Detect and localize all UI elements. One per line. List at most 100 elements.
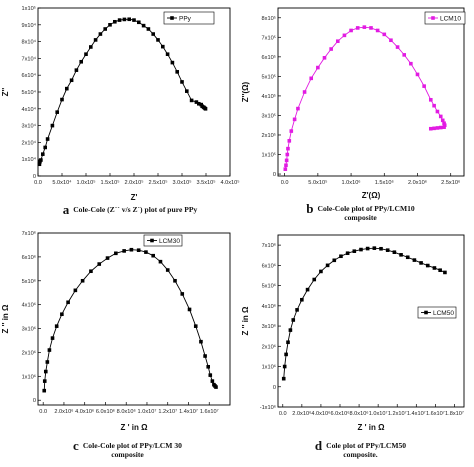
x-tick-label: 2.5x10⁵ xyxy=(148,179,167,186)
data-point xyxy=(203,354,207,358)
data-point xyxy=(443,270,447,275)
data-point xyxy=(405,255,410,260)
data-point xyxy=(65,86,69,91)
y-tick-label: 4x10⁴ xyxy=(21,106,36,113)
data-point xyxy=(359,247,363,252)
y-axis-label: Z'' xyxy=(1,88,10,97)
data-point xyxy=(161,44,165,49)
data-point xyxy=(203,107,208,111)
data-point xyxy=(208,373,213,377)
series-line xyxy=(43,249,217,391)
x-tick-label: 2.5x10⁶ xyxy=(441,179,460,186)
x-tick-label: 5.0x10⁴ xyxy=(52,179,72,186)
y-tick-label: 7x10⁵ xyxy=(262,34,276,41)
y-tick-label: 2x10⁶ xyxy=(22,349,36,356)
data-point xyxy=(194,100,199,104)
data-point xyxy=(295,308,299,312)
legend-box xyxy=(417,306,457,319)
y-tick-label: 2x10⁶ xyxy=(262,343,276,350)
data-point xyxy=(284,163,288,168)
x-tick-label: 1.0x10⁵ xyxy=(76,179,95,186)
data-point xyxy=(412,258,417,262)
data-point xyxy=(345,251,350,256)
data-point xyxy=(442,121,446,126)
x-tick-label: 1.0x10⁶ xyxy=(342,179,361,186)
chart-b-svg: 0.0 5.0x10⁵ 1.0x10⁶ 1.5x10⁶ 2.0x10⁶ 2.5x10⁶ 0 1… xyxy=(241,7,466,200)
data-point xyxy=(305,287,310,292)
chart-d-svg: 0.0 2.0x10⁶ 4.0x10⁶ 6.0x10⁶ 8.0x10⁶ 1.0x10⁷ 1.… xyxy=(241,234,465,432)
caption-b-line2: composite xyxy=(344,213,377,222)
data-point xyxy=(379,246,383,251)
data-point xyxy=(352,249,357,253)
y-tick-label: 2x10⁵ xyxy=(262,132,276,139)
y-tick-label: 1x10⁵ xyxy=(22,5,36,12)
legend-label: LCM10 xyxy=(440,15,461,22)
data-point xyxy=(199,339,203,344)
data-point xyxy=(389,38,393,43)
data-point xyxy=(395,45,400,49)
y-axis-label: Z '' in Ω xyxy=(241,306,250,335)
series-line xyxy=(284,26,446,170)
data-point xyxy=(50,123,55,128)
data-point xyxy=(80,278,85,283)
x-tick-label: 4.0x10⁵ xyxy=(220,179,239,186)
data-point xyxy=(287,139,292,143)
y-tick-label: 7x10⁴ xyxy=(21,55,36,62)
data-point xyxy=(281,376,286,381)
caption-a-letter: a xyxy=(62,202,70,217)
data-point xyxy=(284,158,289,163)
data-point xyxy=(156,38,160,42)
data-point xyxy=(342,33,347,38)
data-point xyxy=(292,117,297,122)
x-axis-label: Z ' in Ω xyxy=(121,423,149,432)
chart-panel-d: 0.0 2.0x10⁶ 4.0x10⁶ 6.0x10⁶ 8.0x10⁶ 1.0x10⁷ 1.… xyxy=(240,225,474,437)
data-point xyxy=(132,18,136,22)
x-tick-label: 0.0 xyxy=(39,409,47,415)
data-point xyxy=(332,258,337,263)
data-point xyxy=(158,259,163,264)
caption-d-letter: d xyxy=(314,438,323,453)
caption-d-line1: Cole plot of PPy/LCM50 xyxy=(326,441,407,450)
caption-c-line2: composite xyxy=(111,450,144,459)
x-tick-label: 6.0x10⁶ xyxy=(330,410,349,417)
data-point xyxy=(54,324,59,328)
data-point xyxy=(428,98,433,102)
data-point xyxy=(302,90,307,94)
data-point xyxy=(286,340,290,345)
y-tick-label: 4x10⁵ xyxy=(262,93,276,100)
data-point xyxy=(432,103,436,108)
data-point xyxy=(442,125,446,129)
data-point xyxy=(74,68,79,72)
y-tick-label: 8x10⁵ xyxy=(262,15,276,22)
y-tick-label: 5x10⁶ xyxy=(262,283,276,290)
caption-c: c Cole-Cole plot of PPy/LCM 30 composite xyxy=(20,439,235,459)
x-tick-label: 0.0 xyxy=(281,180,289,186)
data-point xyxy=(210,379,215,383)
x-tick-label: 5.0x10⁵ xyxy=(308,179,327,186)
data-point xyxy=(47,348,52,352)
data-point xyxy=(141,23,146,28)
data-point xyxy=(286,146,290,151)
data-point xyxy=(432,126,436,131)
data-point xyxy=(372,246,377,250)
data-point xyxy=(187,307,192,312)
plot-frame xyxy=(37,232,231,406)
caption-b-letter: b xyxy=(306,201,314,216)
caption-c-line1: Cole-Cole plot of PPy/LCM 30 xyxy=(82,441,182,450)
data-point xyxy=(355,26,360,30)
caption-a: a Cole-Cole (Z´´ v/s Z´) plot of pure PPy xyxy=(20,202,240,217)
y-tick-label: 4x10⁶ xyxy=(262,303,276,310)
data-point xyxy=(84,52,88,56)
y-tick-label: 0 xyxy=(33,174,36,180)
data-point xyxy=(98,32,103,36)
y-tick-label: 3x10⁶ xyxy=(262,323,276,330)
y-tick-label: 6x10⁶ xyxy=(22,254,36,261)
data-point xyxy=(335,39,340,44)
y-tick-label: 5x10⁴ xyxy=(21,89,36,96)
data-point xyxy=(180,80,184,84)
data-point xyxy=(60,312,64,317)
data-point xyxy=(165,268,170,272)
data-point xyxy=(93,38,98,42)
data-point xyxy=(422,84,426,88)
data-point xyxy=(300,297,304,302)
